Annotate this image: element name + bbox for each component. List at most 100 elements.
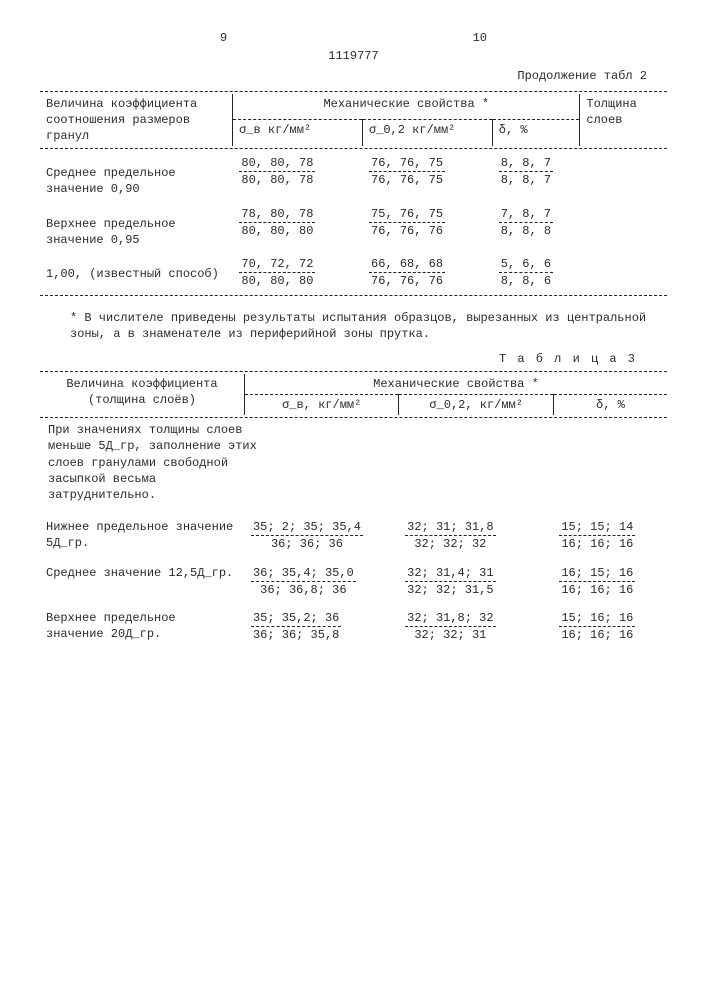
fraction-numerator: 8, 8, 7 [499, 155, 553, 172]
fraction-numerator: 78, 80, 78 [239, 206, 315, 223]
row-label: Среднее предельное значение 0,90 [40, 151, 233, 201]
fraction-cell: 8, 8, 78, 8, 7 [499, 155, 553, 188]
fraction-denominator: 76, 76, 75 [369, 172, 445, 188]
fraction-cell: 32; 31; 31,832; 32; 32 [405, 519, 495, 552]
fraction-denominator: 36; 36; 36 [251, 536, 363, 552]
fraction-denominator: 76, 76, 76 [369, 223, 445, 239]
cell-sigma-02: 32; 31,4; 3132; 32; 31,5 [399, 559, 553, 604]
row-label: Верхнее предельное значение 20Д_гр. [40, 604, 245, 649]
table-row: Среднее предельное значение 0,9080, 80, … [40, 151, 667, 201]
cell-sigma-v: 35; 2; 35; 35,436; 36; 36 [245, 513, 399, 558]
fraction-numerator: 15; 16; 16 [559, 610, 635, 627]
fraction-numerator: 75, 76, 75 [369, 206, 445, 223]
fraction-cell: 15; 16; 1616; 16; 16 [559, 610, 635, 643]
table3-caption: Т а б л и ц а 3 [40, 351, 637, 367]
cell-delta: 15; 15; 1416; 16; 16 [553, 513, 667, 558]
fraction-denominator: 8, 8, 7 [499, 172, 553, 188]
fraction-cell: 75, 76, 7576, 76, 76 [369, 206, 445, 239]
divider [40, 417, 667, 418]
fraction-numerator: 32; 31,8; 32 [405, 610, 495, 627]
cell-sigma-v: 80, 80, 7880, 80, 78 [233, 151, 363, 201]
table-row: 1,00, (известный способ)70, 72, 7280, 80… [40, 252, 667, 293]
t3-sub1: σ_в, кг/мм² [244, 395, 398, 416]
page-left: 9 [220, 30, 227, 46]
fraction-cell: 16; 15; 1616; 16; 16 [559, 565, 635, 598]
fraction-denominator: 16; 16; 16 [559, 582, 635, 598]
t3-sub2: σ_0,2, кг/мм² [399, 395, 553, 416]
fraction-cell: 76, 76, 7576, 76, 75 [369, 155, 445, 188]
cell-delta: 15; 16; 1616; 16; 16 [553, 604, 667, 649]
cell-delta: 16; 15; 1616; 16; 16 [553, 559, 667, 604]
fraction-numerator: 70, 72, 72 [239, 256, 315, 273]
fraction-numerator: 35; 2; 35; 35,4 [251, 519, 363, 536]
page-numbers: 9 10 [40, 30, 667, 46]
cell-sigma-02: 32; 31; 31,832; 32; 32 [399, 513, 553, 558]
fraction-cell: 70, 72, 7280, 80, 80 [239, 256, 315, 289]
t2-sub1: σ_в кг/мм² [233, 120, 363, 146]
fraction-cell: 78, 80, 7880, 80, 80 [239, 206, 315, 239]
cell-delta: 8, 8, 78, 8, 7 [493, 151, 580, 201]
t3-note: При значениях толщины слоев меньше 5Д_гр… [40, 420, 278, 513]
fraction-denominator: 32; 32; 32 [405, 536, 495, 552]
fraction-cell: 80, 80, 7880, 80, 78 [239, 155, 315, 188]
fraction-numerator: 5, 6, 6 [499, 256, 553, 273]
fraction-numerator: 7, 8, 7 [499, 206, 553, 223]
table-row: Верхнее предельное значение 0,9578, 80, … [40, 202, 667, 252]
table-row: Верхнее предельное значение 20Д_гр.35; 3… [40, 604, 667, 649]
cell-sigma-v: 78, 80, 7880, 80, 80 [233, 202, 363, 252]
table-2: Величина коэффициента соотношения размер… [40, 94, 667, 147]
page-right: 10 [473, 30, 487, 46]
fraction-cell: 35; 35,2; 3636; 36; 35,8 [251, 610, 341, 643]
cell-thickness [580, 202, 667, 252]
cell-thickness [580, 151, 667, 201]
fraction-cell: 35; 2; 35; 35,436; 36; 36 [251, 519, 363, 552]
fraction-denominator: 8, 8, 6 [499, 273, 553, 289]
fraction-denominator: 8, 8, 8 [499, 223, 553, 239]
fraction-denominator: 80, 80, 80 [239, 273, 315, 289]
fraction-denominator: 32; 32; 31 [405, 627, 495, 643]
fraction-denominator: 32; 32; 31,5 [405, 582, 495, 598]
table-3-body: Нижнее предельное значение 5Д_гр.35; 2; … [40, 513, 667, 649]
cell-sigma-v: 35; 35,2; 3636; 36; 35,8 [245, 604, 399, 649]
t3-sub3: δ, % [553, 395, 667, 416]
fraction-numerator: 32; 31,4; 31 [405, 565, 495, 582]
fraction-denominator: 76, 76, 76 [369, 273, 445, 289]
fraction-cell: 32; 31,4; 3132; 32; 31,5 [405, 565, 495, 598]
cell-sigma-02: 76, 76, 7576, 76, 75 [363, 151, 493, 201]
cell-sigma-02: 75, 76, 7576, 76, 76 [363, 202, 493, 252]
fraction-numerator: 66, 68, 68 [369, 256, 445, 273]
t2-sub2: σ_0,2 кг/мм² [362, 120, 492, 146]
divider [40, 148, 667, 149]
row-label: Среднее значение 12,5Д_гр. [40, 559, 245, 604]
divider [40, 295, 667, 296]
fraction-numerator: 35; 35,2; 36 [251, 610, 341, 627]
table-row: Среднее значение 12,5Д_гр.36; 35,4; 35,0… [40, 559, 667, 604]
divider [40, 371, 667, 372]
cell-sigma-v: 36; 35,4; 35,036; 36,8; 36 [245, 559, 399, 604]
fraction-cell: 5, 6, 68, 8, 6 [499, 256, 553, 289]
t3-col1-header: Величина коэффициента (толщина слоёв) [40, 374, 244, 415]
fraction-denominator: 80, 80, 80 [239, 223, 315, 239]
fraction-numerator: 76, 76, 75 [369, 155, 445, 172]
cell-thickness [580, 252, 667, 293]
table-row: Нижнее предельное значение 5Д_гр.35; 2; … [40, 513, 667, 558]
fraction-cell: 36; 35,4; 35,036; 36,8; 36 [251, 565, 356, 598]
t3-mech-header: Механические свойства * [244, 374, 667, 395]
fraction-numerator: 15; 15; 14 [559, 519, 635, 536]
fraction-numerator: 32; 31; 31,8 [405, 519, 495, 536]
fraction-cell: 32; 31,8; 3232; 32; 31 [405, 610, 495, 643]
t2-col5-header: Толщина слоев [580, 94, 667, 147]
fraction-denominator: 80, 80, 78 [239, 172, 315, 188]
row-label: Верхнее предельное значение 0,95 [40, 202, 233, 252]
fraction-cell: 66, 68, 6876, 76, 76 [369, 256, 445, 289]
t2-sub3: δ, % [492, 120, 580, 146]
cell-delta: 7, 8, 78, 8, 8 [493, 202, 580, 252]
document-number: 1119777 [40, 48, 667, 64]
fraction-numerator: 80, 80, 78 [239, 155, 315, 172]
fraction-cell: 7, 8, 78, 8, 8 [499, 206, 553, 239]
row-label: 1,00, (известный способ) [40, 252, 233, 293]
fraction-denominator: 36; 36; 35,8 [251, 627, 341, 643]
fraction-denominator: 16; 16; 16 [559, 627, 635, 643]
cell-sigma-v: 70, 72, 7280, 80, 80 [233, 252, 363, 293]
cell-sigma-02: 32; 31,8; 3232; 32; 31 [399, 604, 553, 649]
